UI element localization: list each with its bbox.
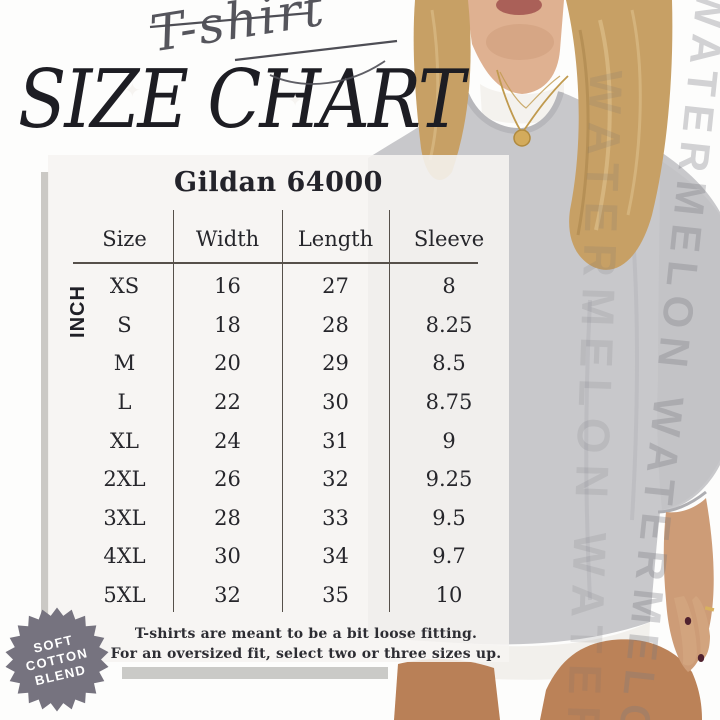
sleeve-value-5XL: 10 bbox=[435, 583, 463, 608]
model-neck-shadow bbox=[486, 24, 554, 60]
shirt-sleeve-shading bbox=[657, 160, 720, 510]
width-value-5XL: 32 bbox=[214, 583, 241, 608]
model-leg-right bbox=[540, 639, 702, 720]
soft-cotton-badge: SOFT COTTON BLEND bbox=[0, 599, 118, 720]
length-value-M: 29 bbox=[322, 351, 349, 376]
size-label-2XL: 2XL bbox=[103, 467, 146, 492]
model-leg-left bbox=[394, 659, 500, 720]
header-divider bbox=[73, 262, 478, 264]
length-value-4XL: 34 bbox=[322, 544, 349, 569]
sleeve-value-3XL: 9.5 bbox=[432, 505, 466, 530]
column-divider bbox=[388, 210, 390, 612]
fit-notes: T-shirts are meant to be a bit loose fit… bbox=[106, 625, 506, 664]
sleeve-value-S: 8.25 bbox=[425, 312, 473, 337]
model-lips bbox=[496, 0, 542, 15]
size-label-4XL: 4XL bbox=[103, 544, 146, 569]
size-label-S: S bbox=[117, 312, 132, 337]
hair-highlight bbox=[428, 9, 440, 161]
size-label-5XL: 5XL bbox=[103, 583, 146, 608]
panel-shadow-left bbox=[41, 172, 49, 624]
width-value-2XL: 26 bbox=[214, 467, 241, 492]
model-necklace-chain bbox=[499, 71, 561, 109]
model-hand-finger bbox=[674, 596, 697, 666]
fit-note-line1: T-shirts are meant to be a bit loose fit… bbox=[134, 626, 478, 642]
column-header-size: Size bbox=[102, 226, 147, 251]
starburst-shape bbox=[5, 607, 109, 712]
width-value-S: 18 bbox=[214, 312, 241, 337]
length-value-2XL: 32 bbox=[322, 467, 349, 492]
gold-ring bbox=[704, 606, 715, 612]
hair-shadow-strand bbox=[576, 29, 590, 236]
length-value-5XL: 35 bbox=[322, 583, 349, 608]
width-value-3XL: 28 bbox=[214, 505, 241, 530]
length-value-3XL: 33 bbox=[322, 505, 349, 530]
fit-note-line2: For an oversized fit, select two or thre… bbox=[110, 645, 502, 662]
column-header-length: Length bbox=[297, 226, 374, 251]
model-undershirt bbox=[480, 82, 564, 124]
shirt-fold bbox=[584, 299, 592, 601]
sleeve-value-M: 8.5 bbox=[432, 351, 466, 376]
size-label-XS: XS bbox=[109, 274, 140, 299]
width-value-4XL: 30 bbox=[214, 544, 241, 569]
table-title: Gildan 64000 bbox=[174, 167, 383, 198]
fingernail bbox=[697, 654, 705, 662]
sleeve-value-4XL: 9.7 bbox=[432, 544, 466, 569]
sleeve-value-XL: 9 bbox=[442, 428, 456, 453]
model-hand-finger bbox=[692, 596, 710, 660]
size-label-3XL: 3XL bbox=[103, 505, 146, 530]
hair-highlight bbox=[626, 9, 642, 216]
size-label-XL: XL bbox=[110, 428, 139, 453]
table-header-row: Size Width Length Sleeve bbox=[48, 215, 509, 262]
length-value-S: 28 bbox=[322, 312, 349, 337]
column-header-width: Width bbox=[195, 226, 260, 251]
width-value-XL: 24 bbox=[214, 428, 241, 453]
size-chart-panel: Gildan 64000 INCH Size Width Length Sleeve … bbox=[48, 155, 509, 662]
sleeve-value-XS: 8 bbox=[442, 274, 456, 299]
badge-starburst bbox=[5, 607, 109, 712]
column-header-sleeve: Sleeve bbox=[413, 226, 485, 251]
size-label-L: L bbox=[117, 390, 132, 415]
sleeve-value-L: 8.75 bbox=[425, 390, 473, 415]
size-table-body: XS 16 27 8 S 18 28 8.25 M 20 29 8.5 L 22 30 8.75 XL 24 31 9… bbox=[48, 267, 509, 614]
length-value-L: 30 bbox=[322, 390, 349, 415]
size-label-M: M bbox=[113, 351, 136, 376]
sleeve-value-2XL: 9.25 bbox=[425, 467, 473, 492]
hair-highlight bbox=[594, 19, 612, 231]
length-value-XL: 31 bbox=[322, 428, 349, 453]
width-value-XS: 16 bbox=[214, 274, 241, 299]
length-value-XS: 27 bbox=[322, 274, 349, 299]
column-divider bbox=[281, 210, 283, 612]
fingernail bbox=[684, 617, 692, 625]
model-hair-left bbox=[413, 0, 471, 180]
sleeve-hem bbox=[657, 490, 707, 514]
column-divider bbox=[172, 210, 174, 612]
model-neck bbox=[466, 0, 564, 94]
necklace-pendant bbox=[513, 129, 531, 147]
width-value-M: 20 bbox=[214, 351, 241, 376]
panel-shadow-bottom bbox=[122, 667, 388, 679]
width-value-L: 22 bbox=[214, 390, 241, 415]
